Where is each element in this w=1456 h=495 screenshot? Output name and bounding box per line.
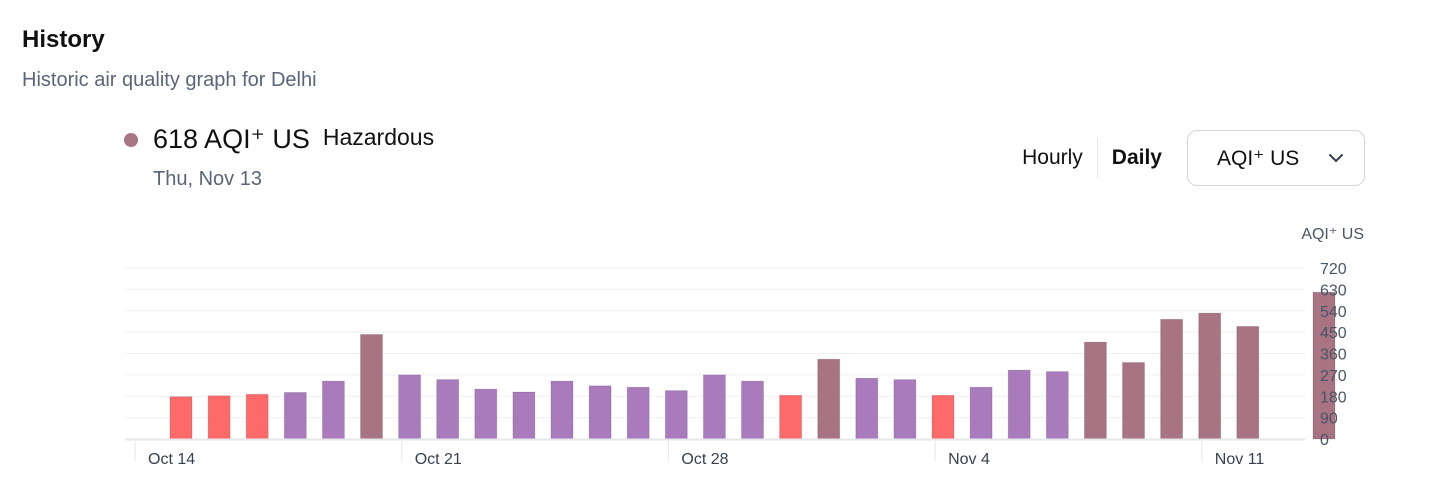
chart-controls: Hourly Daily AQI⁺ US [1008, 129, 1365, 187]
hourly-toggle[interactable]: Hourly [1008, 129, 1097, 187]
chart-bar-oct-20[interactable] [398, 374, 422, 440]
chart-bar-oct-18[interactable] [321, 380, 345, 440]
x-tick-label: Nov 4 [948, 451, 990, 468]
y-tick-label: 90 [1320, 411, 1338, 428]
chart-bar-nov-1[interactable] [855, 377, 879, 440]
chart-bar-oct-16[interactable] [245, 393, 269, 440]
chart-bar-oct-19[interactable] [360, 334, 383, 440]
chevron-down-icon [1329, 154, 1343, 162]
chart-bar-nov-6[interactable] [1045, 371, 1069, 440]
y-tick-label: 630 [1320, 282, 1347, 299]
metric-select-value: AQI⁺ US [1217, 146, 1300, 170]
section-subtitle: Historic air quality graph for Delhi [22, 69, 317, 91]
current-aqi-level: Hazardous [322, 124, 435, 150]
chart-bar-oct-31[interactable] [817, 358, 841, 440]
x-tick-label: Nov 11 [1215, 451, 1265, 468]
chart-bar-nov-9[interactable] [1160, 318, 1184, 440]
section-title: History [22, 26, 105, 53]
x-tick-label: Oct 28 [681, 451, 728, 468]
chart-bar-nov-11[interactable] [1236, 325, 1260, 440]
aqi-level-dot [124, 132, 138, 147]
y-tick-label: 180 [1320, 389, 1347, 406]
chart-bar-oct-21[interactable] [436, 379, 460, 440]
chart-bar-oct-14[interactable] [169, 396, 193, 440]
chart-axes: AQI⁺ US 0 90 180 270 360 450 540 630 720 Oct 14 Oct… [125, 226, 1364, 468]
y-tick-label: 720 [1320, 261, 1347, 278]
chart-bar-nov-13[interactable] [1312, 291, 1336, 440]
chart-bar-oct-24[interactable] [550, 380, 574, 440]
y-axis-label: AQI⁺ US [1301, 226, 1364, 243]
x-tick-label: Oct 14 [148, 451, 195, 468]
y-tick-label: 360 [1320, 347, 1347, 364]
y-tick-label: 0 [1320, 432, 1329, 449]
y-tick-label: 270 [1320, 368, 1347, 385]
chart-gridlines [125, 267, 1305, 419]
chart-bar-oct-25[interactable] [588, 385, 612, 440]
aqi-history-chart: AQI⁺ US 0 90 180 270 360 450 540 630 720 Oct 14 Oct… [125, 226, 1364, 468]
chart-bar-oct-30[interactable] [779, 394, 803, 440]
chart-bar-oct-17[interactable] [283, 391, 307, 440]
chart-bar-oct-29[interactable] [741, 380, 764, 440]
current-reading: 618 AQI⁺ US Hazardous [124, 124, 434, 155]
daily-toggle[interactable]: Daily [1098, 129, 1176, 187]
chart-bar-nov-5[interactable] [1007, 369, 1031, 440]
chart-bar-nov-3[interactable] [931, 394, 955, 440]
metric-select[interactable]: AQI⁺ US [1187, 130, 1365, 186]
chart-bar-oct-22[interactable] [474, 388, 498, 440]
chart-bar-oct-26[interactable] [626, 386, 650, 440]
toggle-divider [1096, 138, 1098, 178]
chart-bar-nov-2[interactable] [893, 379, 917, 440]
chart-bar-oct-23[interactable] [512, 391, 536, 440]
current-date: Thu, Nov 13 [153, 168, 262, 190]
chart-bar-oct-27[interactable] [664, 390, 688, 440]
chart-bar-nov-10[interactable] [1198, 312, 1222, 440]
x-tick-label: Oct 21 [415, 451, 462, 468]
chart-bar-nov-7[interactable] [1083, 341, 1107, 440]
y-tick-label: 450 [1320, 325, 1347, 342]
current-aqi-value: 618 AQI⁺ US [153, 124, 310, 154]
chart-bar-nov-4[interactable] [969, 386, 993, 440]
chart-bars [169, 291, 1336, 440]
chart-bar-oct-15[interactable] [207, 395, 231, 440]
chart-bar-nov-8[interactable] [1122, 362, 1145, 440]
chart-bar-oct-28[interactable] [702, 374, 726, 440]
y-tick-label: 540 [1320, 304, 1347, 321]
